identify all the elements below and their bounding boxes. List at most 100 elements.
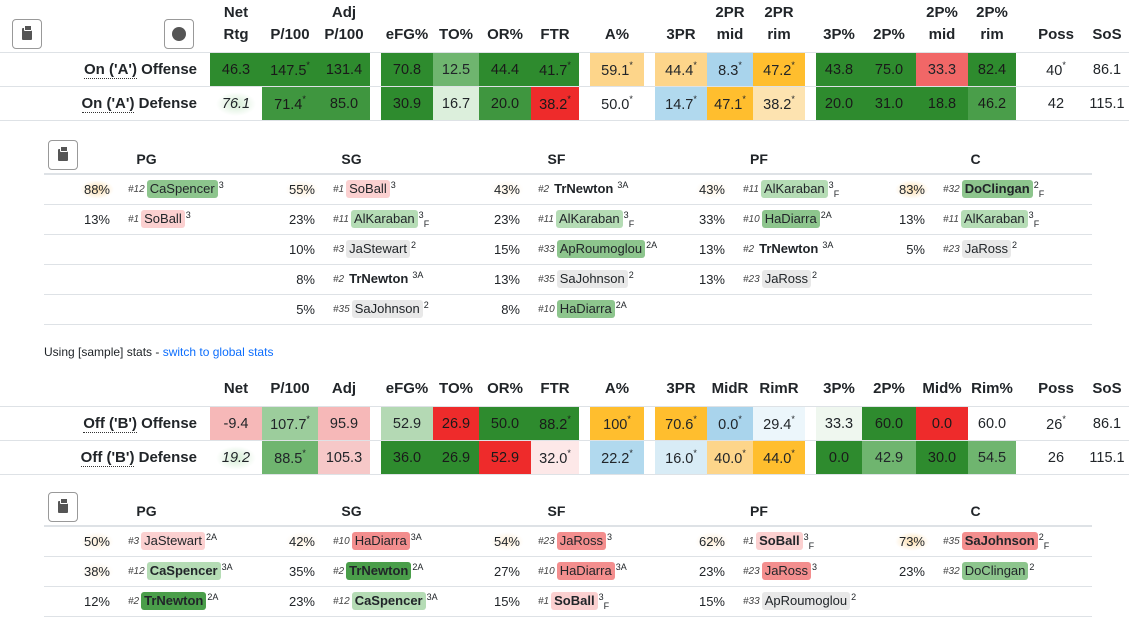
player-entry: 83% #32 DoClingan 2F bbox=[859, 179, 1092, 199]
player-role: 2F bbox=[1038, 532, 1050, 551]
stat-cell: 26* bbox=[1027, 406, 1085, 441]
player-name[interactable]: JaRoss bbox=[761, 270, 812, 288]
player-slot: 42% #10 HaDiarra 3A bbox=[249, 526, 454, 557]
role-sup: 3A bbox=[822, 239, 834, 250]
player-name[interactable]: HaDiarra bbox=[761, 210, 820, 228]
column-header: FTR bbox=[540, 380, 570, 397]
player-name[interactable]: SaJohnson bbox=[351, 300, 423, 318]
stat-cell: 31.0 bbox=[862, 86, 916, 121]
jersey-number: #2 bbox=[128, 595, 140, 607]
player-entry: 43% #2 TrNewton 3A bbox=[454, 179, 659, 199]
player-name[interactable]: SoBall bbox=[141, 210, 185, 228]
stat-cell: 115.1 bbox=[1085, 440, 1129, 475]
player-name[interactable]: CaSpencer bbox=[351, 592, 426, 610]
player-name[interactable]: DoClingan bbox=[961, 180, 1033, 199]
player-name[interactable]: JaStewart bbox=[141, 532, 205, 551]
player-name[interactable]: HaDiarra bbox=[351, 532, 410, 551]
role-sup: 2 bbox=[1029, 561, 1035, 572]
sample-marker: * bbox=[567, 413, 571, 424]
role-sup: 3 bbox=[607, 531, 613, 542]
player-name[interactable]: SaJohnson bbox=[961, 532, 1038, 551]
player-name[interactable]: ApRoumoglou bbox=[556, 240, 646, 258]
stat-cell: 0.0* bbox=[707, 406, 753, 441]
jersey-number: #12 bbox=[128, 183, 145, 195]
player-name[interactable]: AlKaraban bbox=[760, 180, 828, 199]
player-name[interactable]: TrNewton bbox=[346, 562, 412, 580]
copy-clipboard-button[interactable] bbox=[12, 19, 42, 49]
player-name[interactable]: AlKaraban bbox=[350, 210, 418, 228]
player-name[interactable]: CaSpencer bbox=[146, 180, 218, 199]
sample-marker: * bbox=[306, 413, 310, 424]
player-name[interactable]: SoBall bbox=[346, 180, 390, 199]
jersey-number: #1 bbox=[538, 595, 550, 607]
lineup-link[interactable]: On ('A') bbox=[81, 95, 135, 113]
player-name[interactable]: AlKaraban bbox=[960, 210, 1028, 228]
player-entry: 23% #11 AlKaraban 3F bbox=[454, 210, 659, 229]
role-sup: 3 bbox=[598, 591, 604, 602]
player-name[interactable]: ApRoumoglou bbox=[761, 592, 851, 610]
role-sup: 3 bbox=[623, 209, 629, 220]
player-name[interactable]: JaRoss bbox=[961, 240, 1012, 258]
header-text: Net Rtg bbox=[223, 4, 249, 43]
switch-global-stats-link[interactable]: switch to global stats bbox=[162, 345, 274, 359]
player-name[interactable]: SoBall bbox=[756, 532, 803, 551]
player-role: 3A bbox=[821, 239, 834, 257]
lineup-link[interactable]: On ('A') bbox=[84, 61, 137, 79]
player-slot: 83% #32 DoClingan 2F bbox=[859, 174, 1092, 205]
stat-cell: 22.2* bbox=[590, 440, 644, 475]
player-name[interactable]: DoClingan bbox=[961, 562, 1029, 580]
lineup-link[interactable]: Off ('B') bbox=[80, 449, 135, 467]
percent-value: 23% bbox=[493, 211, 520, 227]
player-name[interactable]: JaRoss bbox=[556, 532, 607, 551]
player-name[interactable]: AlKaraban bbox=[555, 210, 623, 228]
player-entry: 73% #35 SaJohnson 2F bbox=[859, 531, 1092, 551]
jersey-number: #2 bbox=[743, 243, 755, 255]
player-role: 2 bbox=[1011, 240, 1017, 257]
lineup-link[interactable]: Off ('B') bbox=[83, 415, 137, 433]
stat-cell bbox=[370, 406, 381, 441]
row-label[interactable]: Off ('B') Offense bbox=[0, 406, 210, 441]
stat-cell: 20.0 bbox=[816, 86, 862, 121]
stat-cell bbox=[805, 52, 816, 87]
stat-cell: 0.0 bbox=[816, 440, 862, 475]
role-sup: 3 bbox=[828, 179, 834, 190]
row-label[interactable]: On ('A') Defense bbox=[0, 86, 210, 121]
column-header bbox=[370, 2, 381, 53]
player-name[interactable]: HaDiarra bbox=[556, 300, 615, 318]
stat-cell: 70.6* bbox=[655, 406, 707, 441]
player-entry: 15% #1 SoBall 3F bbox=[454, 592, 659, 611]
usage-percent: 42% bbox=[249, 531, 333, 551]
jersey-number: #33 bbox=[743, 595, 760, 607]
row-label[interactable]: Off ('B') Defense bbox=[0, 440, 210, 475]
column-header bbox=[644, 2, 655, 53]
player-name[interactable]: JaRoss bbox=[761, 562, 812, 580]
stat-cell: 82.4 bbox=[968, 52, 1016, 87]
player-name[interactable]: HaDiarra bbox=[556, 562, 615, 580]
jersey-number: #10 bbox=[538, 303, 555, 315]
player-name[interactable]: TrNewton bbox=[554, 181, 614, 197]
player-role: 2A bbox=[411, 561, 424, 579]
role-sup: 2 bbox=[812, 269, 818, 280]
player-name[interactable]: TrNewton bbox=[759, 241, 819, 256]
player-name[interactable]: CaSpencer bbox=[146, 562, 221, 580]
jersey-number: #12 bbox=[128, 565, 145, 577]
stat-cell: 16.7 bbox=[433, 86, 479, 121]
usage-percent: 10% bbox=[249, 240, 333, 259]
role-sup: 2A bbox=[412, 561, 424, 572]
position-header: C bbox=[859, 134, 1092, 175]
player-name[interactable]: SaJohnson bbox=[556, 270, 628, 288]
stat-cell: 105.3 bbox=[318, 440, 370, 475]
column-header: Adj P/100 bbox=[318, 2, 370, 53]
stat-cell: 8.3* bbox=[707, 52, 753, 87]
player-name[interactable]: JaStewart bbox=[346, 240, 410, 258]
player-name[interactable]: SoBall bbox=[551, 592, 598, 610]
player-role: 2 bbox=[850, 592, 856, 609]
column-header: OR% bbox=[487, 26, 523, 43]
row-label[interactable]: On ('A') Offense bbox=[0, 52, 210, 87]
stat-cell: 76.1 bbox=[210, 86, 262, 121]
player-name[interactable]: TrNewton bbox=[141, 592, 207, 610]
player-name[interactable]: TrNewton bbox=[349, 271, 409, 286]
player-entry: 8% #10 HaDiarra 2A bbox=[454, 300, 659, 319]
record-button[interactable] bbox=[164, 19, 194, 49]
usage-percent: 13% bbox=[44, 210, 128, 229]
